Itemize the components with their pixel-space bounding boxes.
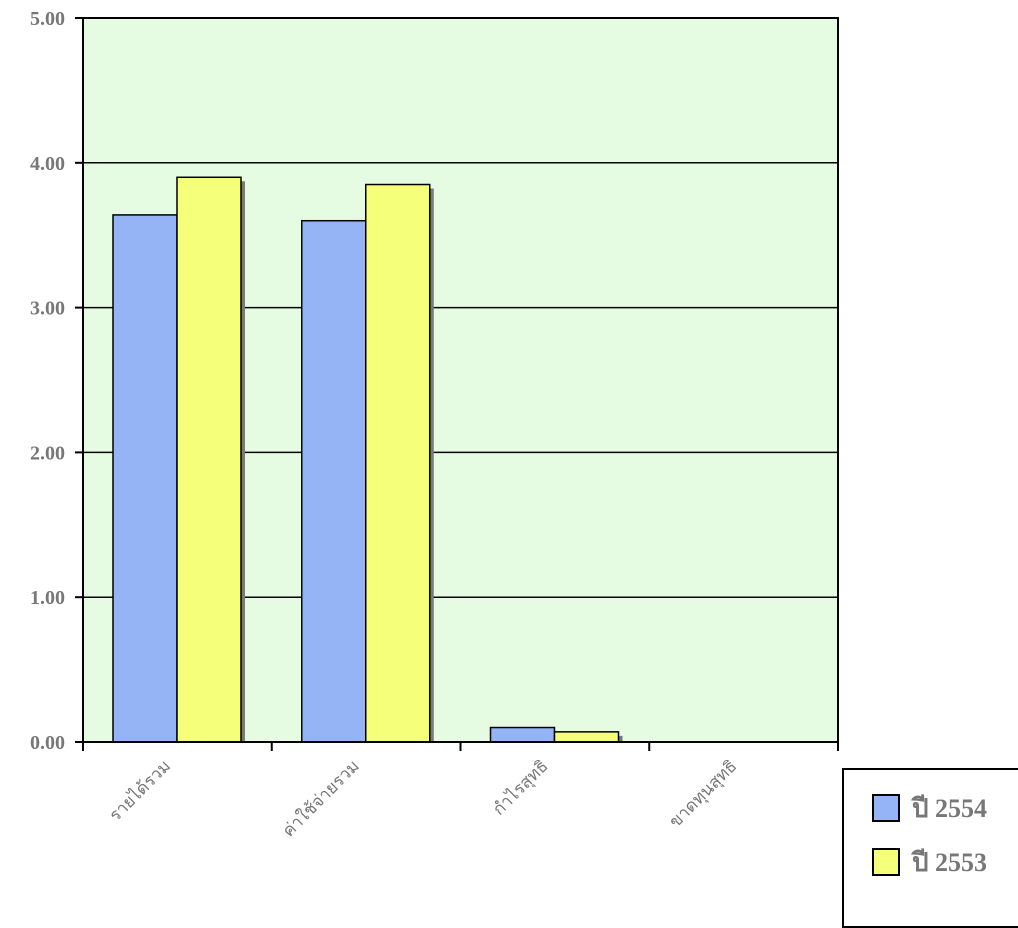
bar-2-3 [553, 731, 620, 743]
category-label: รายได้รวม [105, 756, 175, 826]
legend-item-series-2: ปี 2553 [872, 842, 987, 882]
legend-label-series-1: ปี 2554 [912, 793, 988, 823]
bar-2-2 [365, 183, 431, 743]
bar-1-3 [489, 726, 556, 743]
legend: ปี 2554 ปี 2553 [842, 768, 1018, 928]
legend-label-series-2: ปี 2553 [912, 847, 988, 877]
bar-1-2 [301, 219, 367, 743]
legend-swatch-series-1 [872, 794, 900, 822]
category-label: กำไรสุทธิ [488, 756, 552, 820]
y-tick-label: 2.00 [30, 442, 65, 464]
y-tick-label: 3.00 [30, 298, 65, 320]
y-tick-label: 1.00 [30, 587, 65, 609]
bar-1-1 [112, 214, 178, 743]
category-label: ขาดทุนสุทธิ [666, 756, 742, 832]
y-tick-label: 0.00 [30, 732, 65, 754]
y-tick-label: 5.00 [30, 8, 65, 30]
legend-swatch-series-2 [872, 848, 900, 876]
category-label: ค่าใช้จ่ายรวม [278, 756, 364, 842]
y-tick-label: 4.00 [30, 153, 65, 175]
bar-2-1 [176, 176, 242, 743]
legend-item-series-1: ปี 2554 [872, 788, 987, 828]
